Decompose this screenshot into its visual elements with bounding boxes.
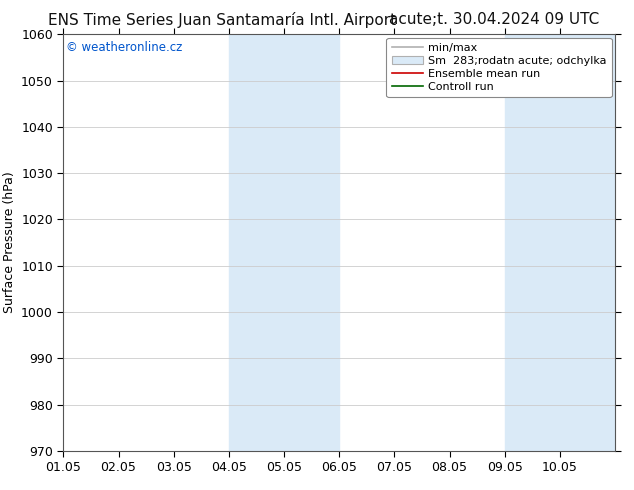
Text: © weatheronline.cz: © weatheronline.cz: [66, 41, 183, 53]
Y-axis label: Surface Pressure (hPa): Surface Pressure (hPa): [3, 172, 16, 314]
Legend: min/max, Sm  283;rodatn acute; odchylka, Ensemble mean run, Controll run: min/max, Sm 283;rodatn acute; odchylka, …: [387, 38, 612, 97]
Bar: [505, 34, 634, 451]
Text: acute;t. 30.04.2024 09 UTC: acute;t. 30.04.2024 09 UTC: [389, 12, 600, 27]
Text: ENS Time Series Juan Santamaría Intl. Airport: ENS Time Series Juan Santamaría Intl. Ai…: [48, 12, 396, 28]
Bar: [229, 34, 339, 451]
